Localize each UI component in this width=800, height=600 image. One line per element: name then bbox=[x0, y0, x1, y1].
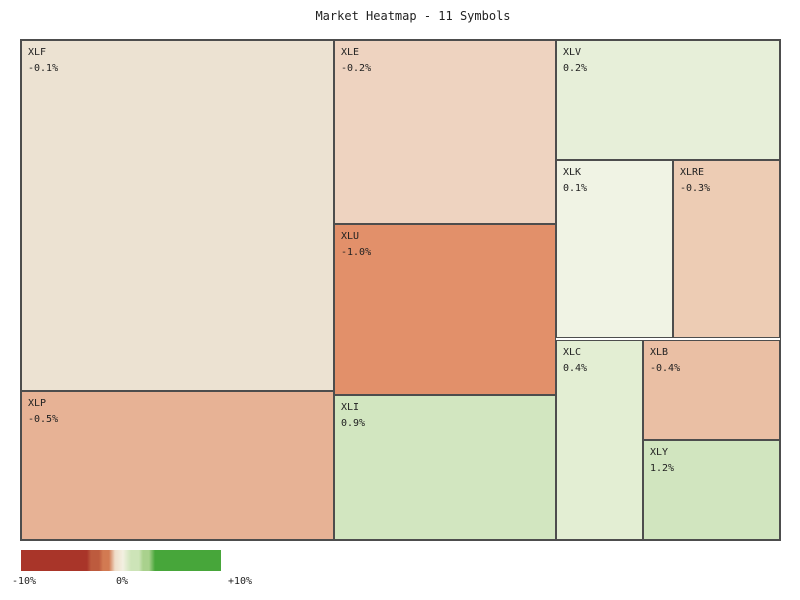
tile-symbol-label: XLK bbox=[563, 167, 582, 178]
tile-symbol-label: XLY bbox=[650, 447, 669, 458]
treemap-tile-xlb: XLB -0.4% bbox=[643, 340, 780, 440]
treemap-tile-xly: XLY 1.2% bbox=[643, 440, 780, 540]
tile-symbol-label: XLF bbox=[28, 47, 47, 58]
tile-symbol-label: XLE bbox=[341, 47, 360, 58]
treemap-tile-xle: XLE -0.2% bbox=[334, 40, 556, 224]
treemap-frame bbox=[20, 39, 781, 541]
treemap-tile-xlk: XLK 0.1% bbox=[556, 160, 673, 338]
legend-min-label: -10% bbox=[11, 576, 37, 587]
treemap-tile-xlc: XLC 0.4% bbox=[556, 340, 643, 540]
treemap-tile-xlre: XLRE -0.3% bbox=[673, 160, 780, 338]
tile-change-percent: 0.9% bbox=[341, 418, 366, 429]
legend-max-label: +10% bbox=[227, 576, 253, 587]
tile-change-percent: -0.5% bbox=[28, 414, 59, 425]
tile-symbol-label: XLU bbox=[341, 231, 360, 242]
tile-symbol-label: XLRE bbox=[680, 167, 705, 178]
treemap-tile-xli: XLI 0.9% bbox=[334, 395, 556, 540]
tile-symbol-label: XLI bbox=[341, 402, 360, 413]
tile-symbol-label: XLV bbox=[563, 47, 582, 58]
chart-title: Market Heatmap - 11 Symbols bbox=[315, 9, 511, 23]
tile-symbol-label: XLB bbox=[650, 347, 669, 358]
treemap-tile-xlp: XLP -0.5% bbox=[21, 391, 334, 540]
tile-change-percent: 0.2% bbox=[563, 63, 588, 74]
tile-change-percent: -0.1% bbox=[28, 63, 59, 74]
treemap-tile-xlu: XLU -1.0% bbox=[334, 224, 556, 395]
treemap-tile-xlv: XLV 0.2% bbox=[556, 40, 780, 160]
tile-change-percent: 1.2% bbox=[650, 463, 675, 474]
tile-change-percent: -1.0% bbox=[341, 247, 372, 258]
tile-change-percent: -0.2% bbox=[341, 63, 372, 74]
tile-change-percent: -0.4% bbox=[650, 363, 681, 374]
treemap-tile-xlf: XLF -0.1% bbox=[21, 40, 334, 391]
tile-change-percent: 0.4% bbox=[563, 363, 588, 374]
tile-symbol-label: XLC bbox=[563, 347, 582, 358]
tile-symbol-label: XLP bbox=[28, 398, 47, 409]
tile-change-percent: 0.1% bbox=[563, 183, 588, 194]
legend-mid-label: 0% bbox=[115, 576, 129, 587]
tile-change-percent: -0.3% bbox=[680, 183, 711, 194]
color-gradient-bar bbox=[21, 550, 221, 571]
